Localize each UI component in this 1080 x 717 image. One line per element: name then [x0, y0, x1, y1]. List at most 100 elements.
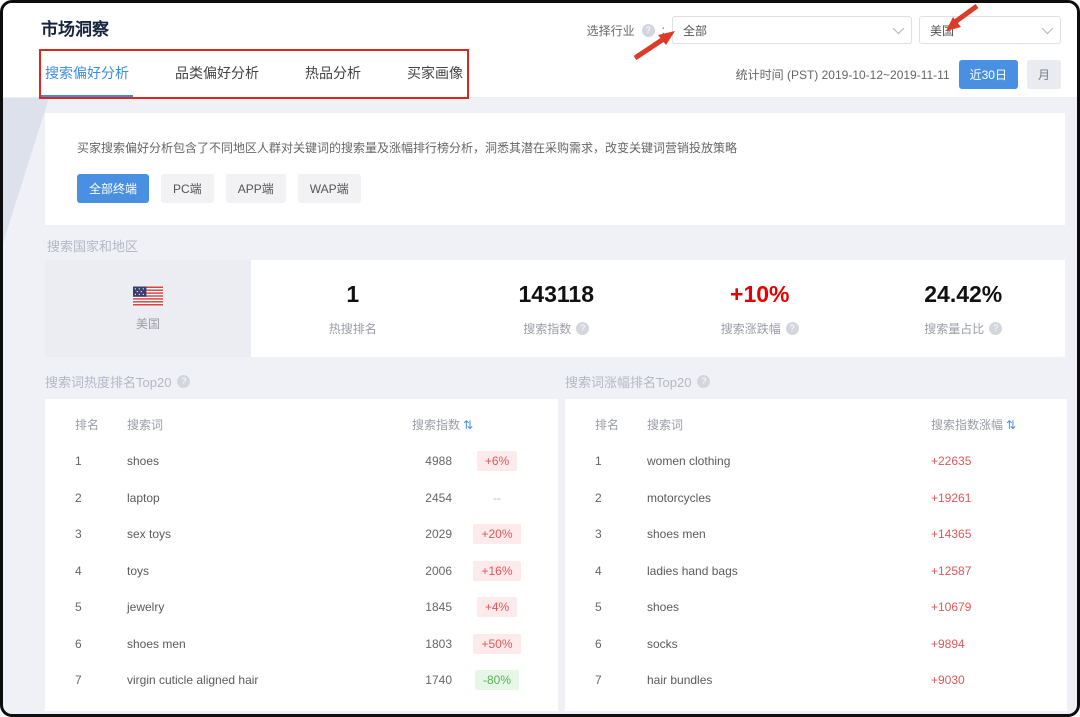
- rank-cell: 1: [595, 454, 602, 469]
- help-icon[interactable]: ?: [785, 321, 799, 335]
- stat-value: 24.42%: [924, 280, 1003, 307]
- table-row: 1 shoes 4988 +6%: [75, 443, 528, 480]
- stat-hot-rank: 1 热搜排名: [251, 260, 455, 357]
- stat-value: +10%: [730, 280, 790, 307]
- search-index-cell: 2029: [425, 527, 452, 542]
- table-row: 7 hair bundles +9030: [595, 662, 1037, 699]
- keyword-cell: jewelry: [127, 600, 165, 615]
- industry-select[interactable]: 全部: [672, 16, 912, 44]
- keyword-cell: ladies hand bags: [647, 563, 738, 578]
- table-row: 4 ladies hand bags +12587: [595, 553, 1037, 590]
- change-cell: +22635: [931, 454, 972, 469]
- change-badge-cell: +4%: [466, 597, 528, 618]
- change-badge: --: [493, 490, 501, 505]
- change-badge-cell: +50%: [466, 633, 528, 654]
- region-section-title: 搜索国家和地区: [47, 239, 139, 254]
- tab-search-preference[interactable]: 搜索偏好分析: [41, 53, 133, 97]
- sort-icon[interactable]: ⇅: [463, 417, 474, 432]
- help-icon[interactable]: ?: [641, 23, 655, 37]
- table-row: 3 shoes men +14365: [595, 516, 1037, 553]
- table-row: 5 jewelry 1845 +4%: [75, 589, 528, 626]
- rank-cell: 3: [75, 527, 82, 542]
- table-row: 6 socks +9894: [595, 626, 1037, 663]
- table-header-row: 排名 搜索词 搜索指数 ⇅: [75, 399, 528, 443]
- keyword-cell: toys: [127, 563, 150, 578]
- change-badge-cell: --: [466, 488, 528, 508]
- terminal-filter: 全部终端 PC端 APP端 WAP端: [77, 174, 1033, 203]
- change-cell: +12587: [931, 563, 972, 578]
- stat-label: 搜索涨跌幅: [720, 321, 781, 336]
- index-growth-column-header[interactable]: 搜索指数涨幅 ⇅: [931, 417, 1017, 433]
- industry-colon: :: [661, 23, 665, 37]
- terminal-pc-button[interactable]: PC端: [161, 174, 214, 203]
- help-icon[interactable]: ?: [697, 374, 711, 388]
- change-badge-cell: +20%: [466, 524, 528, 545]
- search-index-cell: 1845: [425, 600, 452, 615]
- country-cell[interactable]: 美国: [45, 260, 251, 357]
- table-row: 7 virgin cuticle aligned hair 1740 -80%: [75, 662, 528, 699]
- keyword-cell: laptop: [127, 490, 160, 505]
- stat-search-change: +10% 搜索涨跌幅?: [658, 260, 862, 357]
- rank-cell: 6: [595, 636, 602, 651]
- change-badge-cell: -80%: [466, 670, 528, 691]
- stat-search-index: 143118 搜索指数?: [455, 260, 659, 357]
- region-stats-row: 美国 1 热搜排名 143118 搜索指数? +10% 搜索涨跌幅? 24.42…: [45, 260, 1065, 357]
- rank-column-header: 排名: [75, 418, 100, 432]
- range-month-button[interactable]: 月: [1026, 60, 1061, 89]
- change-badge: +6%: [476, 451, 518, 472]
- stat-value: 1: [346, 280, 360, 307]
- tab-hot-products[interactable]: 热品分析: [305, 65, 361, 81]
- rank-cell: 4: [595, 563, 602, 578]
- rank-cell: 3: [595, 527, 602, 542]
- country-select-value: 美国: [930, 23, 955, 38]
- header: 市场洞察 选择行业 ? : 全部 美国 搜索偏好分析 品类偏好分析 热品分析 买…: [3, 3, 1077, 98]
- keyword-column-header: 搜索词: [127, 418, 164, 432]
- industry-label: 选择行业: [586, 23, 635, 38]
- table-row: 5 shoes +10679: [595, 589, 1037, 626]
- rank-cell: 6: [75, 636, 82, 651]
- stats-time-text: 统计时间 (PST) 2019-10-12~2019-11-11: [735, 68, 950, 82]
- rank-cell: 5: [595, 600, 602, 615]
- tab-bar: 搜索偏好分析 品类偏好分析 热品分析 买家画像: [41, 53, 505, 97]
- search-index-column-header[interactable]: 搜索指数 ⇅: [412, 417, 474, 433]
- right-table-body: 1 women clothing +22635 2 motorcycles +19261 3…: [595, 443, 1037, 699]
- table-row: 2 motorcycles +19261: [595, 480, 1037, 517]
- terminal-all-button[interactable]: 全部终端: [77, 174, 150, 203]
- change-badge-cell: +16%: [466, 560, 528, 581]
- keyword-cell: shoes: [127, 454, 160, 469]
- search-index-cell: 1740: [425, 673, 452, 688]
- stat-label: 搜索量占比: [924, 321, 985, 336]
- help-icon[interactable]: ?: [177, 374, 191, 388]
- range-30d-button[interactable]: 近30日: [958, 60, 1018, 89]
- change-cell: +14365: [931, 527, 972, 542]
- country-label: 美国: [135, 316, 160, 331]
- hot-rank-table-block: 搜索词热度排名Top20 ? 排名 搜索词 搜索指数 ⇅ 1 shoes 4988 +…: [45, 371, 558, 711]
- table-title: 搜索词热度排名Top20: [45, 374, 172, 390]
- stat-label: 热搜排名: [328, 321, 377, 336]
- search-index-cell: 4988: [425, 454, 452, 469]
- stat-search-share: 24.42% 搜索量占比?: [862, 260, 1066, 357]
- sort-icon[interactable]: ⇅: [1006, 417, 1017, 432]
- page-title: 市场洞察: [41, 20, 109, 39]
- help-icon[interactable]: ?: [989, 321, 1003, 335]
- change-cell: +9894: [931, 636, 965, 651]
- terminal-wap-button[interactable]: WAP端: [297, 174, 361, 203]
- help-icon[interactable]: ?: [576, 321, 590, 335]
- terminal-app-button[interactable]: APP端: [225, 174, 286, 203]
- time-bar: 统计时间 (PST) 2019-10-12~2019-11-11 近30日 月: [736, 60, 1061, 89]
- tab-buyer-profile[interactable]: 买家画像: [407, 65, 463, 81]
- change-cell: +10679: [931, 600, 972, 615]
- stat-value: 143118: [518, 280, 594, 307]
- us-flag-icon: [133, 286, 163, 305]
- table-title: 搜索词涨幅排名Top20: [565, 374, 692, 390]
- country-select[interactable]: 美国: [919, 16, 1061, 44]
- keyword-cell: virgin cuticle aligned hair: [127, 673, 259, 688]
- hot-rank-table: 排名 搜索词 搜索指数 ⇅ 1 shoes 4988 +6% 2 laptop 2454 --…: [45, 399, 558, 711]
- background-wedge: [3, 98, 49, 243]
- industry-select-value: 全部: [683, 23, 708, 38]
- intro-description: 买家搜索偏好分析包含了不同地区人群对关键词的搜索量及涨幅排行榜分析，洞悉其潜在采…: [77, 141, 738, 155]
- header-controls: 选择行业 ? : 全部 美国: [587, 16, 1061, 44]
- rank-cell: 5: [75, 600, 82, 615]
- tab-category-preference[interactable]: 品类偏好分析: [175, 65, 259, 81]
- rank-cell: 4: [75, 563, 82, 578]
